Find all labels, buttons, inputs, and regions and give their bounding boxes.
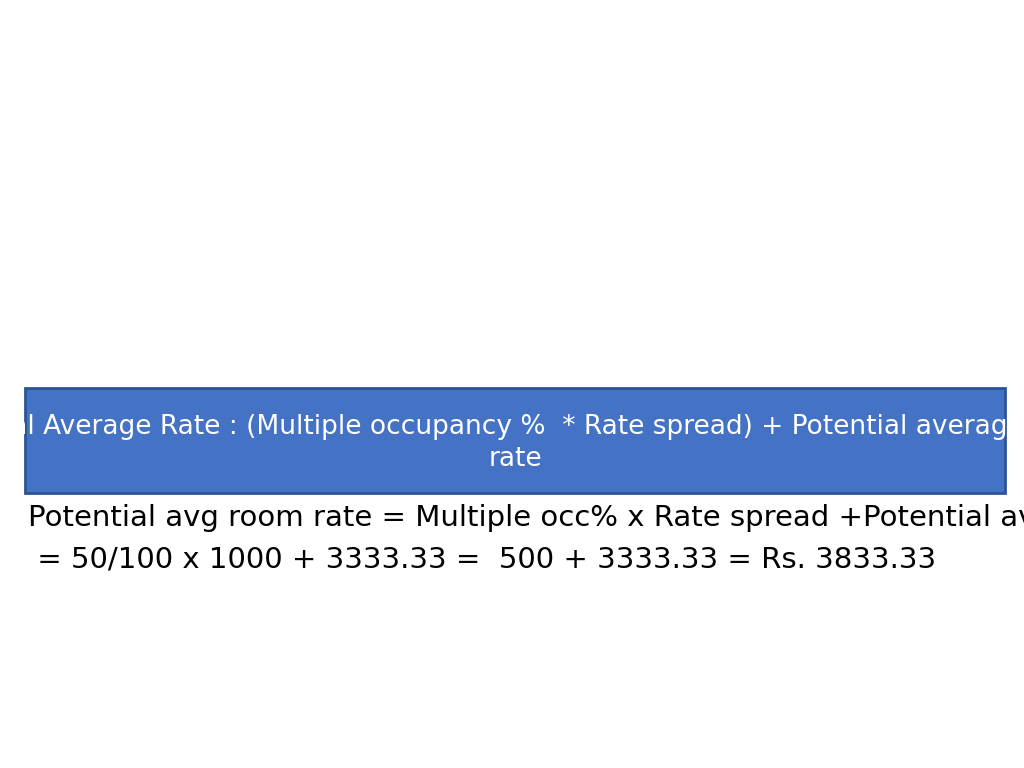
Text: rate: rate: [488, 445, 542, 472]
FancyBboxPatch shape: [25, 388, 1005, 493]
Text: Potential Average Rate : (Multiple occupancy %  * Rate spread) + Potential avera: Potential Average Rate : (Multiple occup…: [0, 413, 1024, 439]
Text: Potential avg room rate = Multiple occ% x Rate spread +Potential avg single rate: Potential avg room rate = Multiple occ% …: [28, 504, 1024, 532]
Text: = 50/100 x 1000 + 3333.33 =  500 + 3333.33 = Rs. 3833.33: = 50/100 x 1000 + 3333.33 = 500 + 3333.3…: [28, 546, 936, 574]
